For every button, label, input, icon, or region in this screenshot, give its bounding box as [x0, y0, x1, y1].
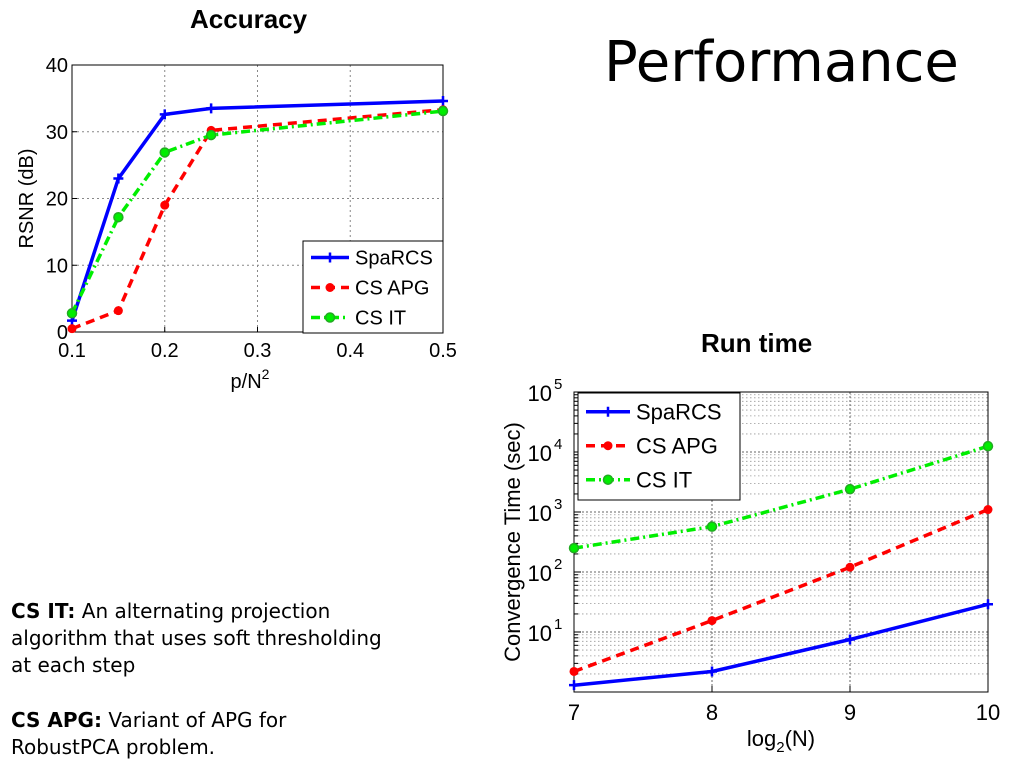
- accuracy-point-0-2: [159, 109, 170, 120]
- note-cs-apg-term: CS APG:: [11, 708, 102, 732]
- runtime-ytick-base: 10: [528, 621, 552, 646]
- accuracy-legend-label-2: CS IT: [355, 308, 406, 330]
- accuracy-point-1-2: [160, 200, 170, 210]
- accuracy-series-line-2: [70, 109, 444, 315]
- runtime-ytick-label-2: 10: [528, 501, 552, 526]
- accuracy-chart-title: Accuracy: [190, 4, 308, 34]
- runtime-xlabel-subscript: 2: [776, 739, 784, 756]
- runtime-series-line-1: [573, 507, 989, 674]
- note-cs-it-text: An alternating projection algorithm that…: [11, 599, 382, 677]
- accuracy-series-line-1: [71, 107, 444, 331]
- accuracy-ytick-label-4: 40: [46, 55, 68, 77]
- accuracy-ytick-label-0: 0: [57, 322, 68, 344]
- runtime-point-0-2: [845, 634, 855, 645]
- runtime-ytick-label-4: 10: [528, 381, 552, 406]
- note-cs-it: CS IT: An alternating projection algorit…: [11, 598, 401, 679]
- runtime-ytick-exponent-3: 4: [554, 436, 562, 453]
- accuracy-point-0-1: [113, 173, 124, 184]
- runtime-legend-marker-0: [603, 406, 613, 417]
- runtime-ytick-base: 10: [528, 381, 552, 406]
- runtime-point-1-1: [707, 616, 717, 626]
- runtime-point-1-0: [569, 666, 579, 676]
- runtime-legend-marker-1: [603, 441, 613, 451]
- runtime-point-2-2: [844, 483, 856, 495]
- accuracy-point-0-3: [206, 103, 217, 114]
- runtime-series-line-0: [573, 602, 989, 687]
- accuracy-point-1-0: [67, 324, 77, 334]
- runtime-point-1-3: [983, 505, 993, 515]
- runtime-legend-label-0: SpaRCS: [636, 400, 722, 425]
- runtime-legend-marker-2: [602, 474, 614, 485]
- runtime-xtick-label-0: 7: [568, 700, 580, 725]
- accuracy-point-0-4: [438, 96, 448, 107]
- accuracy-point-2-4: [437, 105, 449, 117]
- accuracy-xtick-label-1: 0.2: [151, 340, 179, 362]
- accuracy-plot-frame: [71, 64, 444, 333]
- runtime-xlabel-arg: (N): [785, 726, 816, 751]
- note-cs-apg-text: Variant of APG for RobustPCA problem.: [11, 708, 287, 759]
- runtime-xtick-label-1: 8: [706, 700, 718, 725]
- runtime-ytick-exponent-1: 2: [554, 556, 562, 573]
- accuracy-xtick-label-2: 0.3: [244, 340, 272, 362]
- accuracy-xtick-label-0: 0.1: [58, 340, 86, 362]
- accuracy-ylabel: RSNR (dB): [16, 148, 38, 248]
- runtime-ytick-label-3: 10: [528, 441, 552, 466]
- slide-title: Performance: [604, 30, 959, 95]
- runtime-ytick-exponent-4: 5: [554, 376, 562, 393]
- runtime-point-2-3: [982, 440, 994, 452]
- runtime-point-2-1: [706, 521, 718, 532]
- runtime-point-0-1: [707, 666, 717, 677]
- accuracy-legend-marker-0: [325, 252, 335, 263]
- note-cs-apg: CS APG: Variant of APG for RobustPCA pro…: [11, 707, 401, 761]
- runtime-xlabel: log2(N): [747, 726, 815, 756]
- runtime-ytick-label-1: 10: [528, 561, 552, 586]
- runtime-legend-label-1: CS APG: [636, 434, 718, 459]
- runtime-ytick-label-0: 10: [528, 621, 552, 646]
- accuracy-point-1-1: [113, 306, 123, 316]
- runtime-ytick-base: 10: [528, 441, 552, 466]
- runtime-xtick-label-2: 9: [844, 700, 856, 725]
- runtime-ylabel: Convergence Time (sec): [500, 422, 525, 662]
- runtime-ytick-exponent-0: 1: [554, 616, 562, 633]
- accuracy-legend-marker-2: [324, 312, 336, 323]
- accuracy-xlabel-base: p/N: [231, 371, 262, 393]
- accuracy-point-2-2: [159, 147, 170, 158]
- accuracy-point-2-1: [113, 211, 124, 223]
- accuracy-xtick-label-3: 0.4: [336, 340, 364, 362]
- runtime-xlabel-log: log: [747, 726, 776, 751]
- runtime-ytick-exponent-2: 3: [554, 496, 562, 513]
- runtime-series-line-2: [573, 444, 989, 550]
- accuracy-point-2-0: [66, 308, 78, 319]
- runtime-point-1-2: [845, 562, 855, 572]
- runtime-plot-frame: [573, 391, 989, 693]
- runtime-point-0-3: [983, 599, 993, 610]
- accuracy-xtick-label-4: 0.5: [429, 340, 457, 362]
- accuracy-ytick-label-1: 10: [46, 255, 68, 277]
- accuracy-legend-marker-1: [325, 283, 335, 292]
- note-cs-it-term: CS IT:: [11, 599, 76, 623]
- accuracy-legend-label-0: SpaRCS: [355, 248, 433, 270]
- runtime-ytick-base: 10: [528, 501, 552, 526]
- accuracy-xlabel: p/N2: [231, 366, 270, 393]
- runtime-legend-label-2: CS IT: [636, 468, 692, 493]
- accuracy-ytick-label-2: 20: [46, 189, 68, 211]
- accuracy-ytick-label-3: 30: [46, 122, 68, 144]
- runtime-xtick-label-3: 10: [976, 700, 1000, 725]
- accuracy-point-2-3: [205, 129, 217, 141]
- runtime-point-2-0: [568, 542, 580, 554]
- accuracy-legend-label-1: CS APG: [355, 278, 429, 300]
- runtime-ytick-base: 10: [528, 561, 552, 586]
- runtime-chart-title: Run time: [701, 328, 813, 358]
- accuracy-xlabel-superscript: 2: [262, 366, 270, 382]
- runtime-point-0-0: [569, 680, 579, 691]
